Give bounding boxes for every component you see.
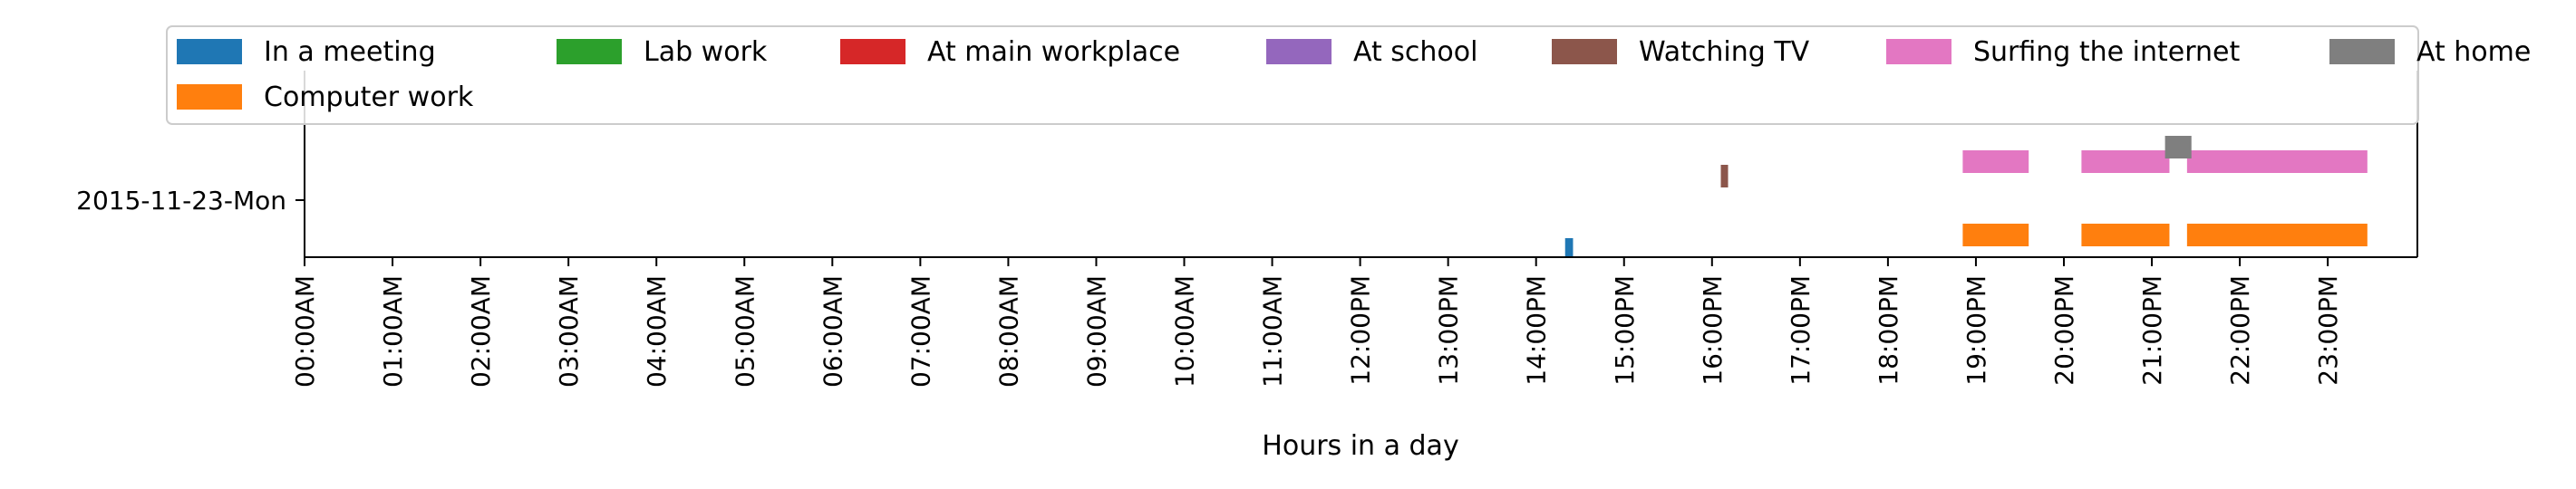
x-tick-label: 03:00AM	[554, 275, 584, 388]
legend-swatch-watching-tv	[1552, 39, 1617, 64]
legend-swatch-at-main-workplace	[840, 39, 905, 64]
x-tick-label: 23:00PM	[2313, 275, 2343, 386]
bar-computer-work	[1962, 224, 2029, 246]
x-tick-label: 17:00PM	[1786, 275, 1816, 386]
x-tick-label: 01:00AM	[378, 275, 408, 388]
x-tick-label: 04:00AM	[642, 275, 672, 388]
x-tick-label: 15:00PM	[1610, 275, 1640, 386]
legend-swatch-in-a-meeting	[177, 39, 242, 64]
legend-label-surfing-the-internet: Surfing the internet	[1973, 36, 2240, 68]
y-axis: 2015-11-23-Mon	[76, 186, 305, 216]
x-tick-label: 05:00AM	[730, 275, 760, 388]
bar-in-a-meeting	[1564, 238, 1574, 257]
x-tick-label: 21:00PM	[2137, 275, 2167, 386]
bar-surfing-the-internet	[2186, 150, 2368, 173]
bar-surfing-the-internet	[1962, 150, 2029, 173]
legend-swatch-at-home	[2329, 39, 2395, 64]
x-tick-label: 11:00AM	[1258, 275, 1288, 388]
legend-label-watching-tv: Watching TV	[1639, 36, 1810, 68]
legend-swatch-at-school	[1266, 39, 1332, 64]
legend-swatch-surfing-the-internet	[1886, 39, 1951, 64]
bar-computer-work	[2081, 224, 2170, 246]
legend-label-in-a-meeting: In a meeting	[264, 36, 436, 68]
x-tick-label: 08:00AM	[993, 275, 1023, 388]
legend-swatch-lab-work	[557, 39, 622, 64]
x-tick-label: 20:00PM	[2049, 275, 2079, 386]
legend: In a meeting Lab work At main workplace At …	[166, 25, 2531, 125]
x-tick-label: 06:00AM	[818, 275, 847, 388]
legend-label-at-home: At home	[2416, 36, 2531, 68]
x-tick-label: 09:00AM	[1081, 275, 1111, 388]
y-tick-label: 2015-11-23-Mon	[76, 186, 286, 216]
x-tick-label: 16:00PM	[1698, 275, 1728, 386]
x-tick-label: 07:00AM	[905, 275, 935, 388]
x-axis: 00:00AM 01:00AM 02:00AM 03:00AM 04:00AM 05:00…	[290, 257, 2343, 388]
x-tick-label: 00:00AM	[290, 275, 320, 388]
x-tick-label: 02:00AM	[466, 275, 496, 388]
bar-computer-work	[2186, 224, 2368, 246]
bar-at-home	[2164, 136, 2192, 158]
legend-frame	[166, 25, 2419, 125]
x-tick-label: 18:00PM	[1874, 275, 1903, 386]
legend-label-lab-work: Lab work	[644, 36, 768, 68]
legend-label-at-main-workplace: At main workplace	[927, 36, 1180, 68]
x-axis-label: Hours in a day	[1262, 430, 1458, 462]
legend-label-at-school: At school	[1353, 36, 1477, 68]
x-tick-label: 14:00PM	[1522, 275, 1552, 386]
legend-label-computer-work: Computer work	[264, 82, 474, 113]
x-tick-label: 13:00PM	[1434, 275, 1464, 386]
x-tick-label: 19:00PM	[1961, 275, 1991, 386]
x-tick-label: 10:00AM	[1170, 275, 1200, 388]
x-tick-label: 12:00PM	[1346, 275, 1376, 386]
bar-watching-tv	[1720, 165, 1729, 187]
x-tick-label: 22:00PM	[2225, 275, 2255, 386]
legend-swatch-computer-work	[177, 84, 242, 110]
bar-surfing-the-internet	[2081, 150, 2170, 173]
